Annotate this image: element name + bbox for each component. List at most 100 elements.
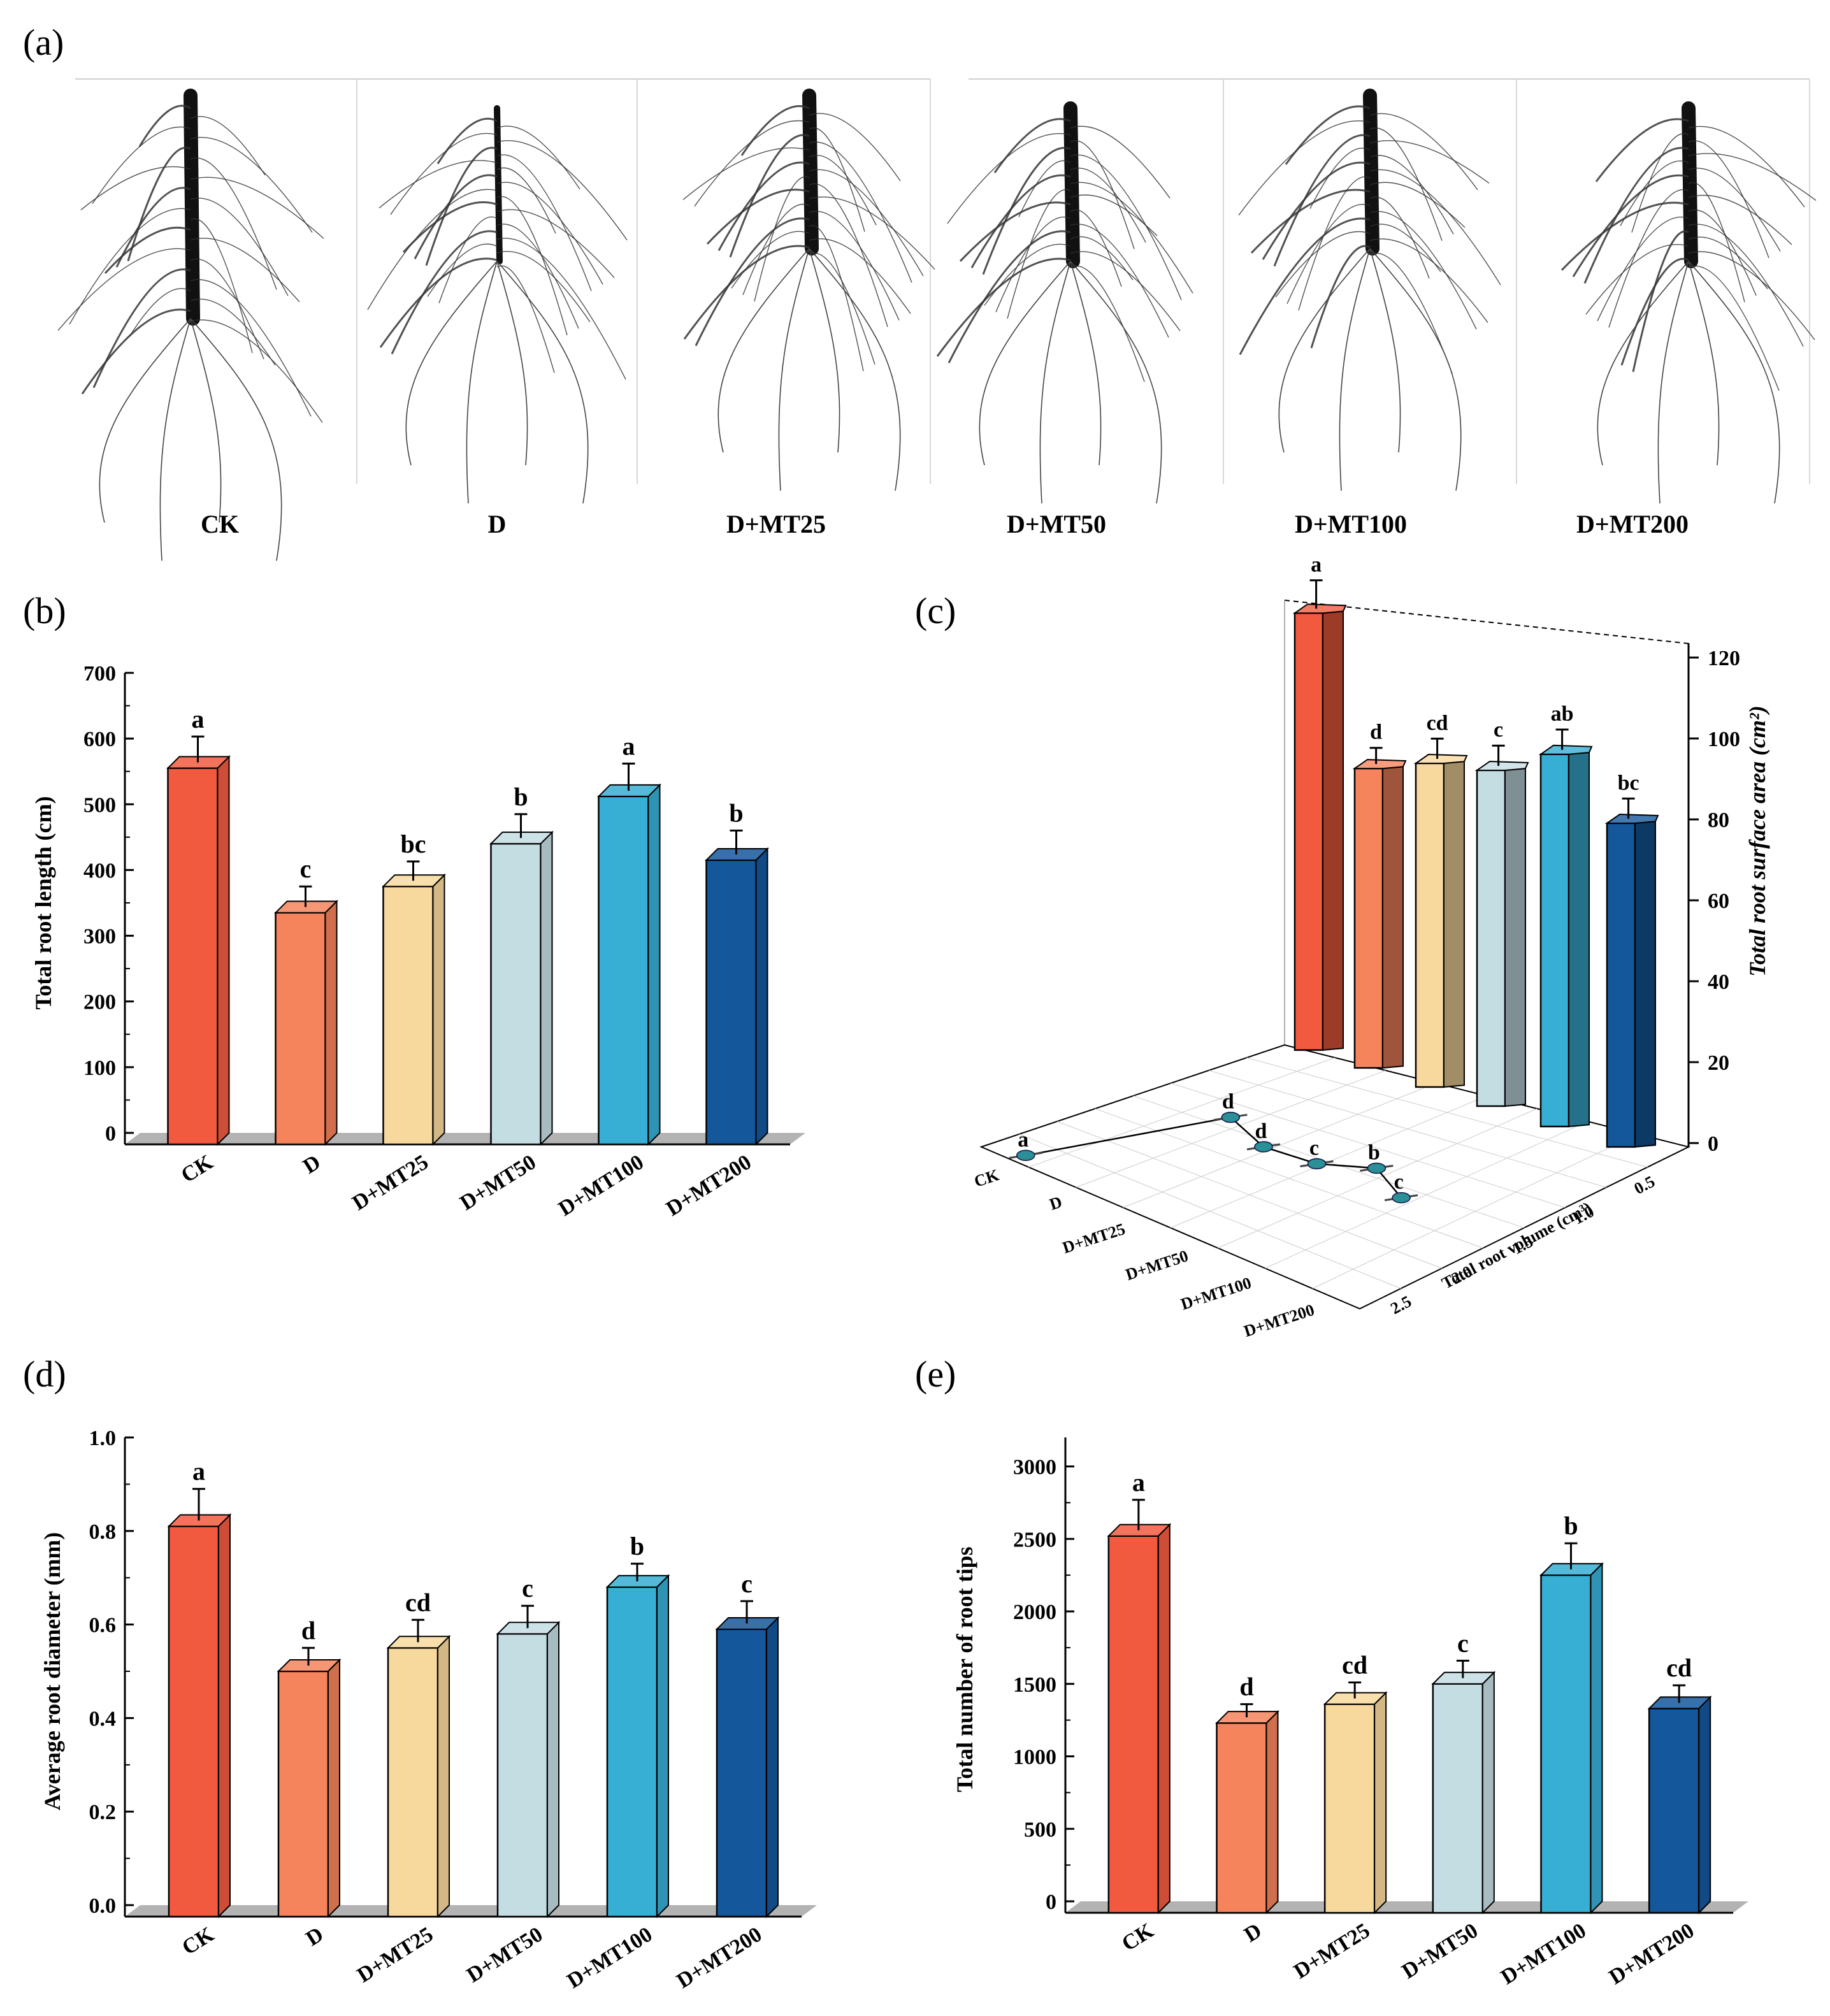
volume-significance-letter: b — [1368, 1141, 1380, 1164]
significance-letter: d — [1239, 1673, 1253, 1701]
lateral-root — [717, 161, 810, 251]
volume-point-d-mt100: b — [1360, 1141, 1394, 1174]
lateral-root — [1688, 126, 1805, 208]
lateral-root — [995, 217, 1071, 312]
lateral-root — [81, 308, 191, 395]
significance-letter: c — [1494, 718, 1503, 742]
bar-d-mt50: b — [489, 782, 554, 1146]
significance-letter: bc — [1618, 771, 1639, 795]
lateral-root — [1688, 224, 1804, 347]
long-root — [809, 248, 840, 453]
bar-d-mt200: b — [705, 799, 769, 1146]
lateral-root — [982, 147, 1071, 275]
bar-front — [705, 859, 757, 1146]
bar-top — [1352, 759, 1407, 770]
lateral-root — [1238, 120, 1371, 216]
floor-grid-line — [1246, 1057, 1648, 1168]
lateral-root — [1309, 147, 1371, 209]
bar-side — [766, 1616, 779, 1919]
z-tick-label: 20 — [1708, 1051, 1729, 1075]
long-root — [1039, 261, 1071, 504]
lateral-root — [69, 208, 191, 325]
root-scan-d — [357, 78, 638, 504]
bar-side — [1504, 768, 1526, 1107]
bar-front — [168, 1525, 220, 1918]
y-tick-label: 700 — [83, 662, 116, 686]
x-tick-label: D+MT25 — [349, 1150, 433, 1215]
lateral-root — [809, 141, 912, 283]
significance-letter: b — [1564, 1511, 1578, 1540]
lateral-root — [402, 201, 498, 253]
x-tick-label: D — [1048, 1193, 1065, 1214]
y-tick-label: 3000 — [1013, 1456, 1056, 1480]
bar-front — [275, 912, 326, 1146]
lateral-root — [1070, 236, 1134, 280]
lateral-root — [127, 147, 191, 262]
long-root — [717, 248, 810, 453]
lateral-root — [809, 169, 924, 277]
lateral-root — [1620, 160, 1689, 226]
bar3d-d-mt25: cd — [1413, 711, 1468, 1088]
x-tick-label: CK — [177, 1150, 217, 1188]
bar-top — [1604, 813, 1659, 824]
lateral-root — [809, 238, 911, 314]
bar-front — [1540, 1574, 1592, 1914]
bar-side — [1443, 761, 1465, 1088]
bar3d-d-mt50: c — [1474, 718, 1529, 1107]
volume-point-d: d — [1214, 1090, 1248, 1123]
lateral-root — [1572, 174, 1689, 278]
volume-significance-letter: d — [1222, 1090, 1234, 1114]
lateral-root — [496, 126, 580, 190]
lateral-root — [1595, 118, 1689, 182]
long-root — [496, 261, 589, 504]
floor-grid-line — [1208, 1070, 1607, 1188]
lateral-root — [190, 198, 289, 296]
bar-d-mt25: cd — [1323, 1650, 1388, 1915]
bar-side — [1590, 1562, 1603, 1915]
y-tick-label: 100 — [83, 1056, 116, 1080]
bar3d-ck: a — [1292, 553, 1347, 1051]
bar-top — [1474, 760, 1529, 771]
long-root — [1070, 261, 1102, 466]
bar-front — [1432, 1683, 1484, 1914]
floor-grid-line — [1218, 1108, 1538, 1249]
lateral-root — [1632, 230, 1689, 372]
bar-side — [328, 1658, 340, 1919]
lateral-root — [190, 136, 313, 233]
volume-point-d-mt50: c — [1300, 1136, 1334, 1170]
significance-letter: a — [192, 1457, 205, 1486]
lateral-root — [809, 196, 935, 270]
x-tick-label: D+MT100 — [1179, 1274, 1254, 1314]
root-condition-labels: CK D D+MT25 D+MT50 D+MT100 D+MT200 — [201, 510, 1689, 538]
bar-front — [1293, 612, 1324, 1051]
x-tick-label: D+MT50 — [1398, 1919, 1482, 1984]
bar-side — [1265, 1710, 1279, 1915]
x-tick-label: D+MT200 — [662, 1150, 756, 1221]
lateral-root — [1070, 182, 1193, 294]
bar-d-mt100: a — [597, 731, 661, 1146]
bar-side — [1374, 1691, 1387, 1915]
lateral-root — [115, 187, 191, 268]
bar-side — [1382, 766, 1404, 1069]
lateral-root — [57, 248, 191, 331]
x-tick-label: D+MT200 — [1242, 1300, 1317, 1341]
lateral-root — [1007, 189, 1071, 319]
long-root — [809, 248, 901, 491]
panel-d-label: (d) — [23, 1353, 66, 1395]
lateral-root — [92, 126, 191, 205]
root-scan-d-mt100 — [1223, 78, 1517, 491]
y-tick-label: 1.0 — [89, 1427, 117, 1450]
significance-letter: c — [741, 1569, 753, 1598]
lateral-root — [706, 189, 810, 245]
lateral-root — [1239, 217, 1371, 356]
long-root — [1339, 248, 1371, 491]
y-tick-label: 0.8 — [89, 1520, 117, 1544]
bar-ck: a — [167, 1457, 232, 1919]
bar-front — [382, 885, 434, 1146]
y-axis-title: Average root diameter (mm) — [40, 1532, 65, 1811]
y-tick-label: 500 — [83, 793, 116, 817]
bar-side — [1634, 821, 1656, 1148]
lateral-root — [1070, 265, 1145, 382]
condition-label: CK — [201, 510, 239, 538]
